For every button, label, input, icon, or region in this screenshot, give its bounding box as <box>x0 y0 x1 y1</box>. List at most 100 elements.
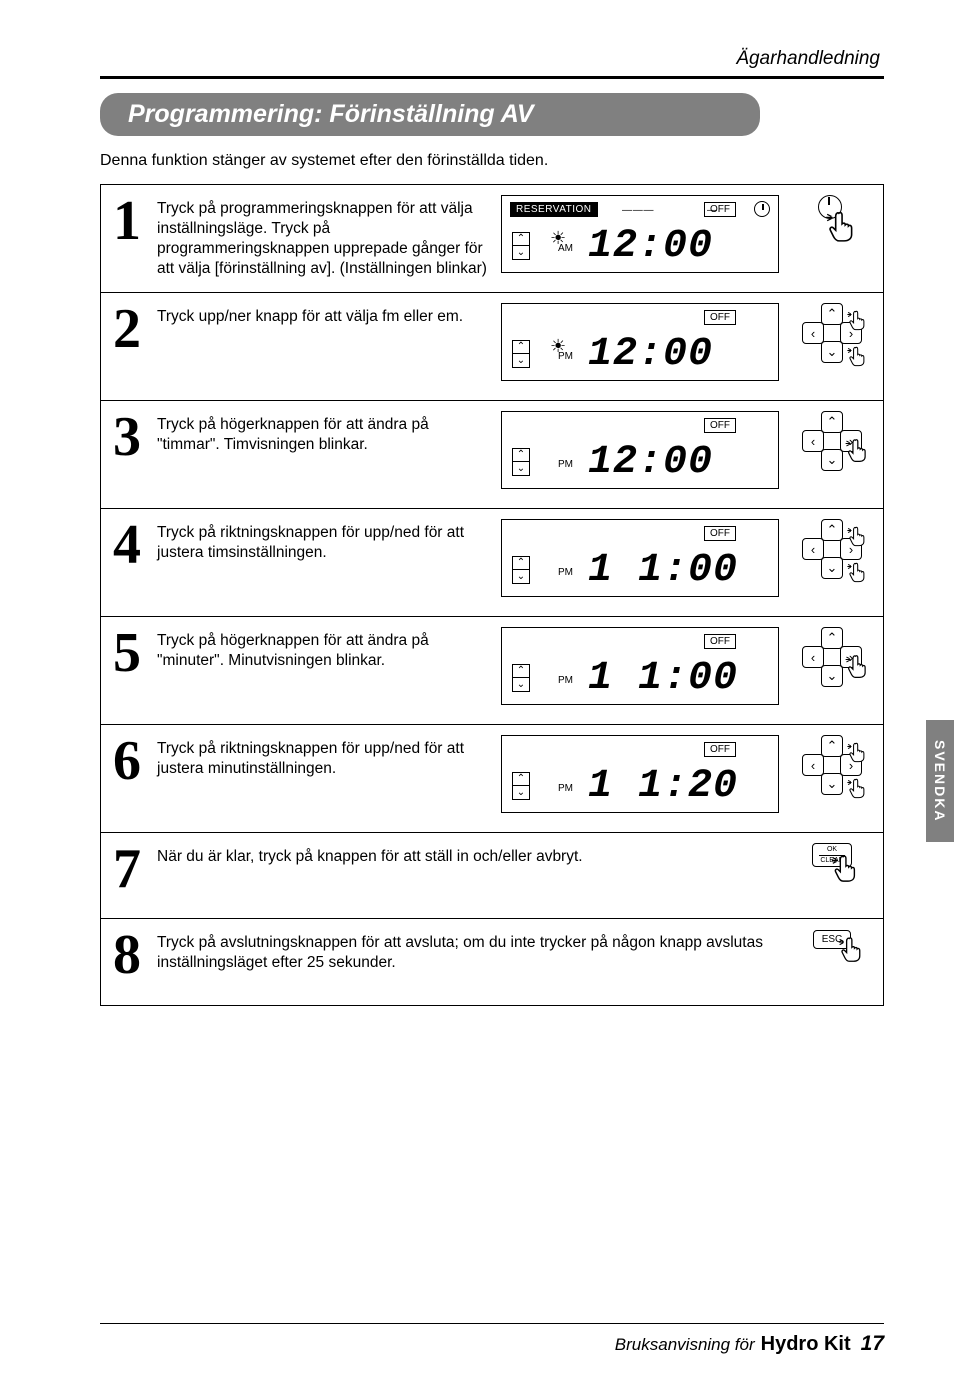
display-column: OFF ⌃⌄PM1 1:00 <box>487 519 793 597</box>
button-column: ⌃ ‹ › ⌄ <box>793 519 871 579</box>
hand-icon <box>846 309 868 336</box>
hand-icon <box>846 561 868 588</box>
reservation-badge: RESERVATION <box>510 202 598 217</box>
direction-pad: ⌃ ‹ › ⌄ <box>802 627 862 687</box>
left-key[interactable]: ‹ <box>802 646 824 668</box>
lcd-ampm: PM <box>558 459 573 470</box>
lcd-time: 12:00 <box>588 332 713 377</box>
up-key[interactable]: ⌃ <box>821 735 843 757</box>
lcd-display: OFF ⌃⌄PM1 1:00 <box>501 627 779 705</box>
step-number: 6 <box>113 735 157 785</box>
display-column: OFF ⌃⌄ PM 12:00 <box>487 411 793 489</box>
hand-icon <box>837 935 865 968</box>
hand-icon <box>844 653 870 684</box>
left-key[interactable]: ‹ <box>802 538 824 560</box>
step-text: Tryck på riktningsknappen för upp/ned fö… <box>157 519 487 563</box>
footer-rule <box>100 1323 884 1324</box>
down-key[interactable]: ⌄ <box>821 449 843 471</box>
down-key[interactable]: ⌄ <box>821 557 843 579</box>
button-column: ⌃ ‹ › ⌄ <box>793 411 871 471</box>
direction-pad: ⌃ ‹ › ⌄ <box>802 411 862 471</box>
down-key[interactable]: ⌄ <box>821 773 843 795</box>
step-number: 3 <box>113 411 157 461</box>
section-title-bar: Programmering: Förinställning AV <box>100 93 760 136</box>
step-row: 1Tryck på programmeringsknappen för att … <box>101 185 883 293</box>
step-text: Tryck upp/ner knapp för att välja fm ell… <box>157 303 487 327</box>
step-row: 7När du är klar, tryck på knappen för at… <box>101 833 883 919</box>
hand-icon <box>844 437 870 468</box>
header-rule <box>100 76 884 79</box>
step-row: 3Tryck på högerknappen för att ändra på … <box>101 401 883 509</box>
intro-text: Denna funktion stänger av systemet efter… <box>100 152 884 170</box>
step-text: Tryck på avslutningsknappen för att avsl… <box>157 929 793 973</box>
footer-brand: Hydro Kit <box>761 1333 851 1356</box>
button-column: OK CLEAR <box>793 843 871 867</box>
lcd-display: OFF ⌃⌄☀PM12:00 <box>501 303 779 381</box>
lcd-updown-icon: ⌃⌄ <box>512 232 530 260</box>
display-column: OFF ⌃⌄PM1 1:00 <box>487 627 793 705</box>
left-key[interactable]: ‹ <box>802 322 824 344</box>
left-key[interactable]: ‹ <box>802 754 824 776</box>
direction-pad: ⌃ ‹ › ⌄ <box>802 519 862 579</box>
lcd-ampm: AM <box>558 243 573 254</box>
up-key[interactable]: ⌃ <box>821 627 843 649</box>
hand-icon <box>846 525 868 552</box>
direction-pad: ⌃ ‹ › ⌄ <box>802 303 862 363</box>
step-row: 6Tryck på riktningsknappen för upp/ned f… <box>101 725 883 833</box>
down-key[interactable]: ⌄ <box>821 665 843 687</box>
step-row: 8Tryck på avslutningsknappen för att avs… <box>101 919 883 1005</box>
lcd-display: OFF ⌃⌄PM1 1:00 <box>501 519 779 597</box>
hand-icon <box>824 209 858 248</box>
lcd-display: OFF ⌃⌄PM1 1:20 <box>501 735 779 813</box>
step-text: Tryck på högerknappen för att ändra på "… <box>157 411 487 455</box>
up-key[interactable]: ⌃ <box>821 303 843 325</box>
hand-icon <box>830 853 860 888</box>
lcd-time: 12:00 <box>588 440 713 485</box>
lcd-display: RESERVATION— — ——OFF ⌃⌄☀AM12:00 <box>501 195 779 273</box>
hand-icon <box>846 777 868 804</box>
lcd-ampm: PM <box>558 675 573 686</box>
off-badge: OFF <box>704 310 736 325</box>
down-key[interactable]: ⌄ <box>821 341 843 363</box>
steps-container: 1Tryck på programmeringsknappen för att … <box>100 184 884 1006</box>
lcd-updown-icon: ⌃⌄ <box>512 448 530 476</box>
step-text: När du är klar, tryck på knappen för att… <box>157 843 793 867</box>
off-badge: OFF <box>704 202 736 217</box>
lcd-display: OFF ⌃⌄ PM 12:00 <box>501 411 779 489</box>
step-row: 2Tryck upp/ner knapp för att välja fm el… <box>101 293 883 401</box>
clock-icon <box>754 201 770 217</box>
up-key[interactable]: ⌃ <box>821 519 843 541</box>
button-column: ⌃ ‹ › ⌄ <box>793 735 871 795</box>
step-number: 7 <box>113 843 157 893</box>
step-text: Tryck på riktningsknappen för upp/ned fö… <box>157 735 487 779</box>
step-number: 4 <box>113 519 157 569</box>
step-row: 5Tryck på högerknappen för att ändra på … <box>101 617 883 725</box>
step-text: Tryck på högerknappen för att ändra på "… <box>157 627 487 671</box>
footer-pre: Bruksanvisning för <box>615 1335 755 1355</box>
lcd-dashes: — — — <box>622 205 653 216</box>
lcd-updown-icon: ⌃⌄ <box>512 664 530 692</box>
step-number: 5 <box>113 627 157 677</box>
off-badge: OFF <box>704 742 736 757</box>
up-key[interactable]: ⌃ <box>821 411 843 433</box>
left-key[interactable]: ‹ <box>802 430 824 452</box>
step-row: 4Tryck på riktningsknappen för upp/ned f… <box>101 509 883 617</box>
step-number: 1 <box>113 195 157 245</box>
page-header-title: Ägarhandledning <box>100 48 884 70</box>
step-number: 8 <box>113 929 157 979</box>
off-badge: OFF <box>704 418 736 433</box>
lcd-ampm: PM <box>558 351 573 362</box>
off-badge: OFF <box>704 634 736 649</box>
display-column: OFF ⌃⌄PM1 1:20 <box>487 735 793 813</box>
step-number: 2 <box>113 303 157 353</box>
lcd-ampm: PM <box>558 783 573 794</box>
display-column: OFF ⌃⌄☀PM12:00 <box>487 303 793 381</box>
display-column: RESERVATION— — ——OFF ⌃⌄☀AM12:00 <box>487 195 793 273</box>
hand-icon <box>846 741 868 768</box>
lcd-time: 1 1:20 <box>588 764 738 809</box>
button-column: ⌃ ‹ › ⌄ <box>793 303 871 363</box>
direction-pad: ⌃ ‹ › ⌄ <box>802 735 862 795</box>
button-column: ⌃ ‹ › ⌄ <box>793 627 871 687</box>
footer-page-number: 17 <box>861 1332 884 1356</box>
button-column: ESC <box>793 929 871 949</box>
